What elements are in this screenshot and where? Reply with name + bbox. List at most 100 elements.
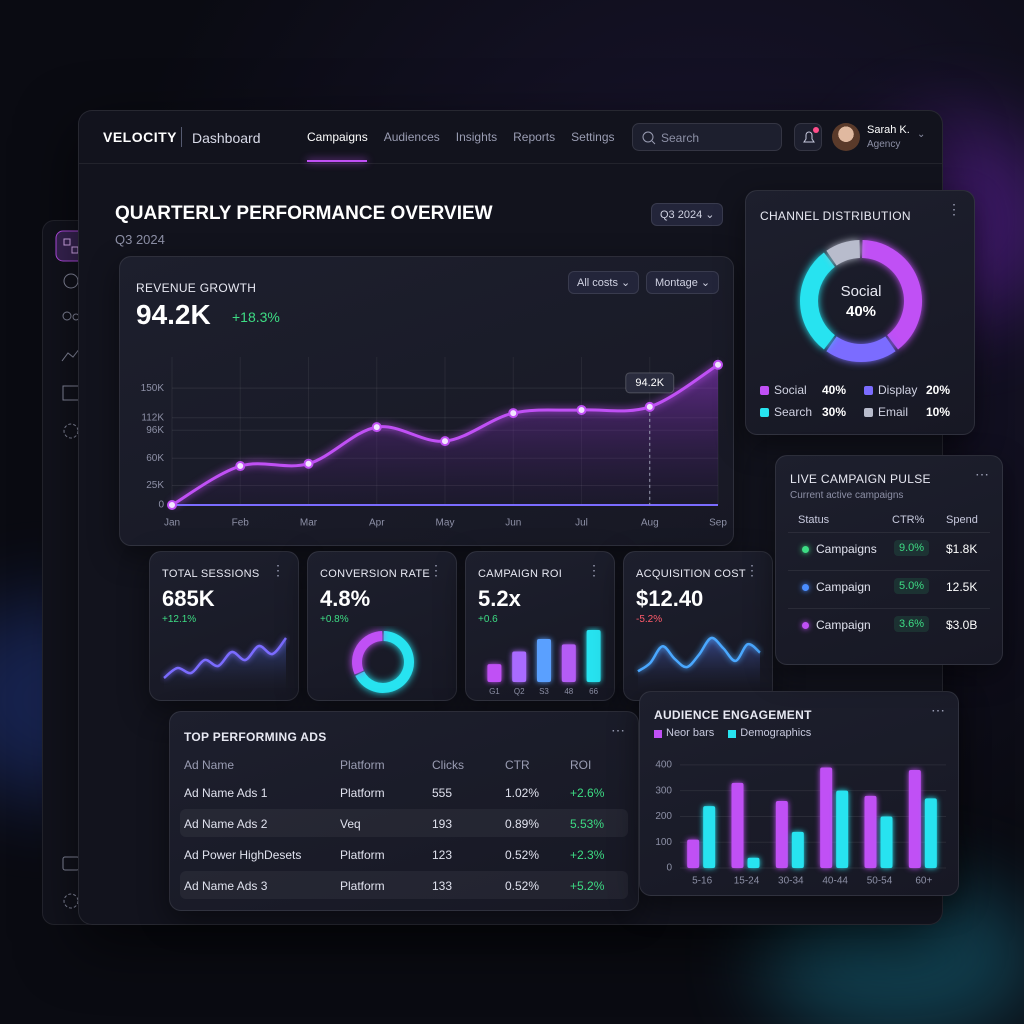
period-dropdown[interactable]: Q3 2024 ⌄ xyxy=(651,203,724,226)
nav-icon-settings[interactable] xyxy=(63,423,79,439)
nav-icon-preferences[interactable] xyxy=(63,893,79,909)
sparkline-area xyxy=(164,638,286,694)
table-cell: +5.2% xyxy=(570,879,605,893)
period-label: Q3 2024 xyxy=(660,209,703,221)
channel-card: CHANNEL DISTRIBUTION ⋮ Social 40% Social 4… xyxy=(745,190,975,435)
card-menu[interactable]: ⋮ xyxy=(429,562,444,578)
x-tick-label: S3 xyxy=(539,687,549,696)
avatar[interactable] xyxy=(832,123,860,151)
y-tick-label: 0 xyxy=(158,500,164,511)
table-row[interactable]: Ad Name Ads 3 Platform 133 0.52% +5.2% xyxy=(180,871,628,899)
y-tick-label: 60K xyxy=(146,453,164,464)
legend-value: 20% xyxy=(926,383,951,397)
nav-icon-audience[interactable] xyxy=(62,311,72,321)
data-point xyxy=(235,461,246,472)
x-tick-label: Apr xyxy=(369,518,385,529)
x-tick-label: 50-54 xyxy=(867,876,893,887)
bar xyxy=(586,630,601,682)
nav-item[interactable]: Insights xyxy=(455,130,498,144)
nav-icon-explore[interactable] xyxy=(63,273,79,289)
bar xyxy=(791,831,804,868)
sessions-card: TOTAL SESSIONS ⋮ 685K +12.1% xyxy=(149,551,299,701)
x-tick-label: Sep xyxy=(709,518,727,529)
filter-dropdown[interactable]: All costs ⌄ xyxy=(568,271,640,294)
divider xyxy=(181,127,182,147)
table-cell: 123 xyxy=(432,848,453,862)
filter-dropdown[interactable]: Montage ⌄ xyxy=(646,271,720,294)
sessions-sparkline xyxy=(163,637,287,694)
notification-button[interactable] xyxy=(794,123,822,151)
table-cell: Platform xyxy=(340,786,385,800)
nav-item[interactable]: Audiences xyxy=(383,130,440,144)
card-title: CONVERSION RATE xyxy=(320,568,431,580)
card-menu[interactable]: ⋮ xyxy=(587,562,602,578)
dashboard-window: VELOCITY Dashboard Campaigns Audiences Ins… xyxy=(78,110,959,925)
x-tick-label: Mar xyxy=(300,518,318,529)
campaign-name: Campaign xyxy=(816,618,871,632)
section-name: Dashboard xyxy=(192,130,261,146)
kpi-change: +0.8% xyxy=(320,614,349,625)
sparkline xyxy=(637,636,761,673)
table-row[interactable]: Ad Name Ads 1 Platform 555 1.02% +2.6% xyxy=(180,778,628,806)
user-menu-caret[interactable]: ⌄ xyxy=(917,129,926,140)
legend-label: Social xyxy=(774,383,807,397)
nav-item[interactable]: Reports xyxy=(513,130,556,144)
table-row[interactable]: Ad Name Ads 2 Veq 193 0.89% 5.53% xyxy=(180,809,628,837)
table-cell: 555 xyxy=(432,786,453,800)
legend-label: Display xyxy=(878,383,918,397)
y-tick-label: 0 xyxy=(666,863,672,874)
audience-chart: 0 100 200 300 400 5-16 15-24 30-34 40-44 50-54 60+ xyxy=(655,760,946,887)
data-point xyxy=(713,359,723,370)
x-tick-label: Q2 xyxy=(514,687,525,696)
card-menu[interactable]: ⋯ xyxy=(931,702,946,718)
pulse-card: LIVE CAMPAIGN PULSE Current active campa… xyxy=(775,455,1003,665)
kpi-change: +0.6 xyxy=(478,614,498,625)
column-header: Ad Name xyxy=(184,758,235,772)
tooltip-label: 94.2K xyxy=(635,377,664,389)
nav-icon-reports[interactable] xyxy=(62,385,80,401)
x-tick-label: 66 xyxy=(589,687,598,696)
card-menu[interactable]: ⋯ xyxy=(611,722,626,738)
card-menu[interactable]: ⋮ xyxy=(745,562,760,578)
data-point xyxy=(371,422,382,433)
x-tick-label: 5-16 xyxy=(692,876,712,887)
header-divider xyxy=(79,163,942,164)
y-tick-label: 112K xyxy=(141,412,164,423)
card-menu[interactable]: ⋮ xyxy=(947,201,962,217)
donut-center-label: Social xyxy=(841,283,882,300)
status-dot xyxy=(802,622,809,629)
bell-icon xyxy=(803,127,819,143)
nav-item[interactable]: Campaigns xyxy=(307,130,368,144)
table-cell: 0.52% xyxy=(505,879,540,893)
table-cell: Ad Name Ads 3 xyxy=(184,879,268,893)
x-tick-label: Jun xyxy=(505,518,521,529)
nav-icon-messages[interactable] xyxy=(62,856,80,871)
legend-value: 10% xyxy=(926,405,951,419)
icon-glyph xyxy=(63,238,71,246)
nav-icon-trends[interactable] xyxy=(61,347,81,362)
table-cell: +2.3% xyxy=(570,848,605,862)
y-tick-label: 150K xyxy=(141,383,165,394)
table-cell: Platform xyxy=(340,848,385,862)
acquisition-sparkline xyxy=(637,636,761,694)
legend-value: 40% xyxy=(822,383,847,397)
bar xyxy=(731,782,744,868)
search-box[interactable]: Search xyxy=(632,123,782,151)
roi-bars: G1 Q2 S3 48 66 xyxy=(487,630,601,696)
card-menu[interactable]: ⋯ xyxy=(975,466,990,482)
campaign-name: Campaigns xyxy=(816,542,877,556)
kpi-value: 94.2K xyxy=(136,299,211,330)
card-menu[interactable]: ⋮ xyxy=(271,562,286,578)
revenue-chart: 0 25K 60K 96K 112K 150K Jan Feb Mar Apr May Jun Jul A… xyxy=(141,357,727,529)
column-header: ROI xyxy=(570,758,592,772)
nav-item[interactable]: Settings xyxy=(571,130,615,144)
kpi-value: 685K xyxy=(162,586,215,611)
area-fill xyxy=(172,364,718,505)
table-cell: Ad Power HighDesets xyxy=(184,848,302,862)
status-dot xyxy=(802,546,809,553)
table-cell: 1.02% xyxy=(505,786,540,800)
table-row[interactable]: Ad Power HighDesets Platform 123 0.52% +2.3% xyxy=(180,840,628,868)
search-icon xyxy=(642,131,656,145)
legend-swatch xyxy=(728,730,737,738)
page-title: QUARTERLY PERFORMANCE OVERVIEW xyxy=(115,203,493,224)
